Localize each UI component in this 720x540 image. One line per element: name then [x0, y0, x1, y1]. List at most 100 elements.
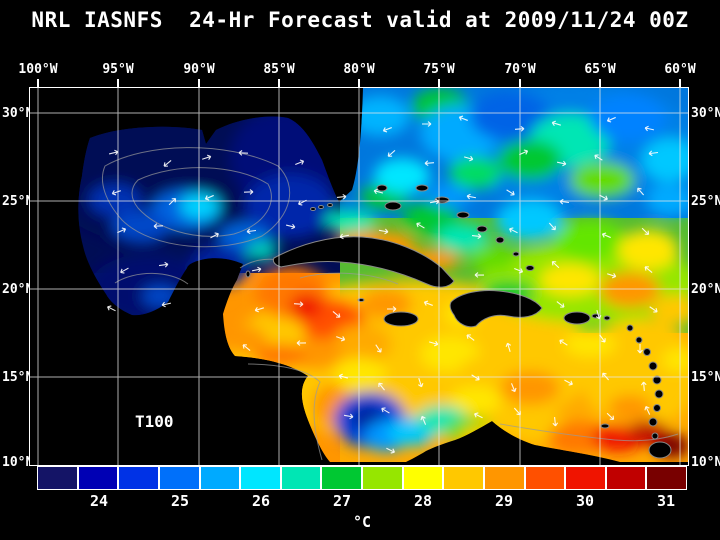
island-trinidad [648, 441, 672, 459]
current-vector-arrow [378, 228, 389, 235]
current-vector-arrow [373, 188, 384, 195]
lon-label-75w: 75°W [423, 62, 455, 77]
lon-label-80w: 80°W [343, 62, 375, 77]
current-vector-arrow [243, 189, 254, 195]
lon-label-65w: 65°W [584, 62, 616, 77]
colorbar-segment [38, 467, 79, 489]
current-vector-arrow [601, 232, 611, 239]
current-vector-arrow [416, 222, 425, 229]
current-vector-arrow [466, 334, 475, 341]
colorbar-tick-28: 28 [413, 492, 433, 510]
colorbar-tick-25: 25 [170, 492, 190, 510]
lat-label-15n: 15°N [691, 370, 720, 385]
current-vector-arrow [606, 412, 615, 421]
current-vector-arrow [387, 306, 397, 312]
current-vector-arrow [513, 407, 521, 416]
colorbar-segment [484, 467, 526, 489]
lat-label-30n: 30°N [2, 106, 34, 121]
current-vector-arrow [514, 267, 524, 274]
current-vector-arrow [474, 272, 485, 278]
current-vector-arrow [471, 374, 480, 381]
colorbar [37, 466, 687, 490]
colorbar-segment [606, 467, 648, 489]
current-vector-arrow [559, 198, 570, 205]
colorbar-tick-30: 30 [575, 492, 595, 510]
temperature-blobs [78, 88, 689, 458]
current-vector-arrow [242, 344, 251, 351]
current-vector-arrow [378, 382, 385, 391]
lon-label-85w: 85°W [263, 62, 295, 77]
current-vector-arrow [387, 149, 396, 157]
lon-tick [198, 79, 200, 87]
lon-tick [278, 79, 280, 87]
lon-tick [117, 79, 119, 87]
current-vector-arrow [285, 223, 296, 230]
current-vector-arrow [602, 372, 610, 381]
colorbar-unit: °C [352, 513, 372, 531]
colorbar-segment [200, 467, 242, 489]
colorbar-tick-24: 24 [89, 492, 109, 510]
lat-label-15n: 15°N [2, 370, 34, 385]
current-vector-arrow [332, 311, 341, 318]
lat-label-10n: 10°N [691, 455, 720, 470]
current-vector-arrow [163, 160, 172, 167]
current-vector-arrow [505, 342, 512, 352]
current-vector-arrow [251, 266, 262, 273]
island-puerto-rico [563, 311, 591, 325]
island-hispaniola [449, 290, 543, 328]
current-vector-arrow [607, 273, 617, 279]
current-vector-arrow [339, 233, 350, 240]
current-vector-arrow [551, 120, 561, 127]
colorbar-segment [322, 467, 363, 489]
forecast-map: T100 [30, 88, 689, 465]
current-vector-arrow [298, 199, 307, 206]
current-vector-arrow [464, 155, 474, 162]
current-vector-arrow [238, 150, 249, 156]
current-vector-arrow [474, 412, 483, 419]
grid-lines [30, 88, 688, 465]
current-vector-arrow [556, 160, 567, 167]
current-vector-arrow [161, 301, 172, 308]
current-vector-arrow [606, 116, 616, 123]
current-vector-arrow [295, 159, 305, 166]
current-vector-arrow [644, 266, 653, 273]
current-vector-arrow [429, 340, 439, 347]
current-vector-arrow [559, 339, 568, 346]
current-vector-arrow [595, 310, 602, 320]
current-vector-arrow [293, 301, 304, 307]
lat-label-25n: 25°N [691, 194, 720, 209]
current-vector-arrow [564, 379, 573, 386]
map-frame: T100 [29, 87, 689, 466]
colorbar-segment [159, 467, 201, 489]
current-vector-arrow [343, 413, 354, 420]
colorbar-segment [363, 467, 404, 489]
current-vector-arrow [519, 149, 529, 156]
colorbar-tick-31: 31 [656, 492, 676, 510]
current-vector-arrow [556, 301, 565, 308]
lon-label-60w: 60°W [664, 62, 696, 77]
lon-tick [37, 79, 39, 87]
current-vector-arrow [594, 154, 603, 161]
colorbar-segment [241, 467, 282, 489]
current-vector-arrow [509, 227, 518, 234]
current-vector-arrow [420, 415, 427, 425]
current-vector-arrow [153, 223, 164, 229]
current-vector-arrow [552, 416, 559, 427]
current-vector-arrow [641, 227, 650, 236]
lat-label-20n: 20°N [691, 282, 720, 297]
current-vector-arrow [548, 222, 556, 231]
lon-label-90w: 90°W [183, 62, 215, 77]
current-vector-arrow [336, 336, 346, 342]
current-vector-arrow [204, 194, 214, 201]
lon-label-70w: 70°W [504, 62, 536, 77]
colorbar-segment [119, 467, 160, 489]
lon-tick [599, 79, 601, 87]
current-vector-arrow [108, 149, 119, 156]
current-vector-arrow [120, 267, 129, 274]
lat-label-20n: 20°N [2, 282, 34, 297]
lat-label-25n: 25°N [2, 194, 34, 209]
current-vector-arrow [381, 407, 390, 414]
current-vector-arrow [637, 344, 643, 354]
current-vector-arrow [254, 306, 264, 313]
